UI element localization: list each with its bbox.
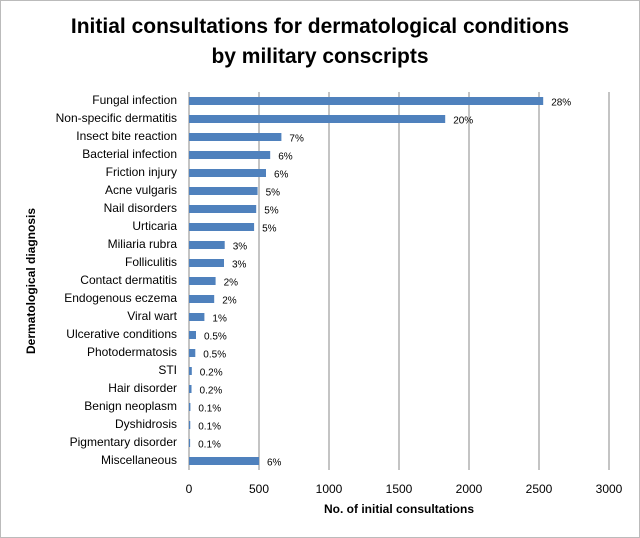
bar	[189, 223, 255, 231]
bar	[189, 313, 205, 321]
value-label: 0.1%	[198, 440, 221, 451]
value-label: 3%	[233, 242, 248, 253]
bar	[189, 205, 257, 213]
bar	[189, 385, 192, 393]
y-tick-label: Fungal infection	[92, 93, 177, 107]
y-tick-label: Folliculitis	[125, 255, 177, 269]
bar	[189, 187, 258, 195]
y-tick-label: Acne vulgaris	[105, 183, 177, 197]
value-label: 5%	[262, 224, 277, 235]
bar	[189, 133, 282, 141]
y-tick-label: Contact dermatitis	[80, 273, 177, 287]
bar	[189, 97, 544, 105]
bar	[189, 295, 215, 303]
y-tick-label: Miliaria rubra	[108, 237, 178, 251]
value-label: 0.1%	[198, 404, 221, 415]
bar	[189, 331, 196, 339]
value-label: 2%	[222, 296, 237, 307]
y-tick-label: Friction injury	[106, 165, 177, 179]
x-tick-label: 2000	[456, 482, 483, 496]
bar	[189, 457, 259, 465]
y-tick-label: Ulcerative conditions	[66, 327, 177, 341]
x-tick-label: 1500	[386, 482, 413, 496]
x-axis-label: No. of initial consultations	[324, 502, 474, 516]
value-label: 6%	[274, 170, 289, 181]
y-tick-label: Viral wart	[127, 309, 177, 323]
value-label: 5%	[266, 188, 281, 199]
y-axis-label: Dermatological diagnosis	[24, 208, 38, 354]
y-tick-label: Insect bite reaction	[76, 129, 177, 143]
value-label: 2%	[224, 278, 239, 289]
value-label: 5%	[264, 206, 279, 217]
y-tick-label: Non-specific dermatitis	[56, 111, 177, 125]
value-label: 6%	[267, 458, 282, 469]
value-label: 20%	[453, 116, 473, 127]
value-label: 0.5%	[204, 332, 227, 343]
y-tick-label: Urticaria	[132, 219, 177, 233]
bar	[189, 151, 271, 159]
value-label: 0.2%	[200, 386, 223, 397]
y-tick-label: Nail disorders	[104, 201, 177, 215]
y-tick-label: STI	[158, 363, 177, 377]
chart-title: Initial consultations for dermatological…	[70, 15, 570, 68]
value-label: 0.5%	[203, 350, 226, 361]
y-tick-label: Bacterial infection	[82, 147, 177, 161]
value-label: 6%	[278, 152, 293, 163]
x-tick-label: 0	[186, 482, 193, 496]
x-tick-label: 3000	[596, 482, 623, 496]
y-tick-label: Endogenous eczema	[64, 291, 177, 305]
y-tick-label: Benign neoplasm	[84, 399, 177, 413]
bar	[189, 277, 216, 285]
value-label: 7%	[289, 134, 304, 145]
bar	[189, 439, 191, 447]
y-tick-label: Miscellaneous	[101, 453, 177, 467]
bar	[189, 169, 266, 177]
bar	[189, 421, 191, 429]
x-tick-label: 2500	[526, 482, 553, 496]
value-label: 1%	[212, 314, 227, 325]
value-label: 0.2%	[200, 368, 223, 379]
bar	[189, 241, 225, 249]
y-tick-label: Dyshidrosis	[115, 417, 177, 431]
value-label: 28%	[551, 98, 571, 109]
value-label: 0.1%	[198, 422, 221, 433]
bar	[189, 115, 446, 123]
y-tick-label: Hair disorder	[108, 381, 177, 395]
bar	[189, 367, 192, 375]
y-tick-label: Photodermatosis	[87, 345, 177, 359]
value-label: 3%	[232, 260, 247, 271]
y-tick-label: Pigmentary disorder	[70, 435, 177, 449]
bar	[189, 403, 191, 411]
bar	[189, 349, 196, 357]
x-tick-label: 500	[249, 482, 269, 496]
x-tick-label: 1000	[316, 482, 343, 496]
bar	[189, 259, 224, 267]
